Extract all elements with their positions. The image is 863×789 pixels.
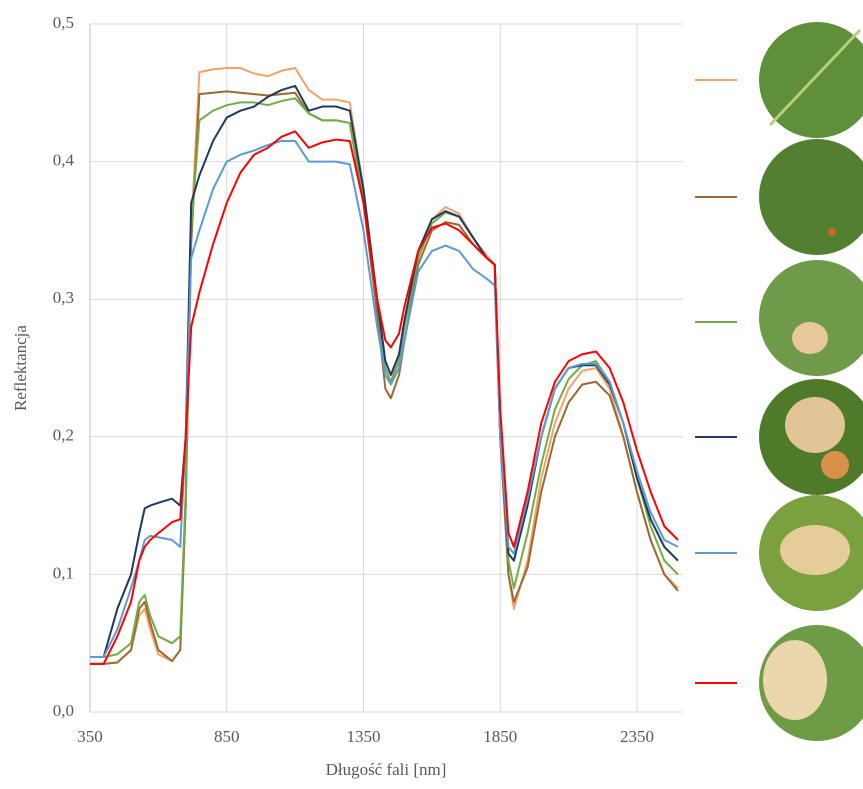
y-tick-label: 0,1 [53, 563, 74, 582]
leaf-spot [763, 640, 827, 720]
x-tick-label: 850 [214, 727, 240, 746]
x-tick-label: 1850 [483, 727, 517, 746]
x-tick-label: 2350 [620, 727, 654, 746]
page: {"chart_data": {"type": "line", "x_label… [0, 0, 863, 789]
leaf-spot [828, 228, 836, 236]
y-axis-label: Reflektancja [11, 325, 30, 411]
y-tick-label: 0,5 [53, 13, 74, 32]
x-tick-label: 350 [77, 727, 103, 746]
leaf-spot [821, 451, 849, 479]
chart: Reflektancja Długość fali [nm] 0,0 0,1 0,2… [0, 0, 863, 784]
leaf-spot [785, 397, 845, 453]
y-tick-label: 0,3 [53, 288, 74, 307]
leaf-images [759, 22, 863, 741]
series-line [90, 131, 678, 664]
series-line [90, 141, 678, 657]
series-line [90, 91, 678, 663]
leaf-image [759, 139, 863, 255]
x-tick-label: 1350 [346, 727, 380, 746]
y-tick-label: 0,2 [53, 426, 74, 445]
y-tick-label: 0,0 [53, 701, 74, 720]
x-axis-label: Długość fali [nm] [326, 760, 447, 779]
leaf-image [759, 260, 863, 376]
leaf-spot [792, 322, 828, 354]
leaf-spot [780, 525, 850, 575]
y-tick-label: 0,4 [53, 151, 75, 170]
